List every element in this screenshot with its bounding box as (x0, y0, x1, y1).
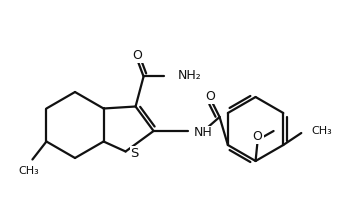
Text: NH₂: NH₂ (178, 69, 201, 82)
Text: O: O (132, 49, 143, 62)
Text: O: O (253, 130, 262, 142)
Text: CH₃: CH₃ (18, 166, 39, 177)
Text: CH₃: CH₃ (311, 126, 332, 136)
Text: O: O (206, 89, 215, 102)
Text: NH: NH (194, 127, 212, 139)
Text: S: S (131, 147, 139, 160)
